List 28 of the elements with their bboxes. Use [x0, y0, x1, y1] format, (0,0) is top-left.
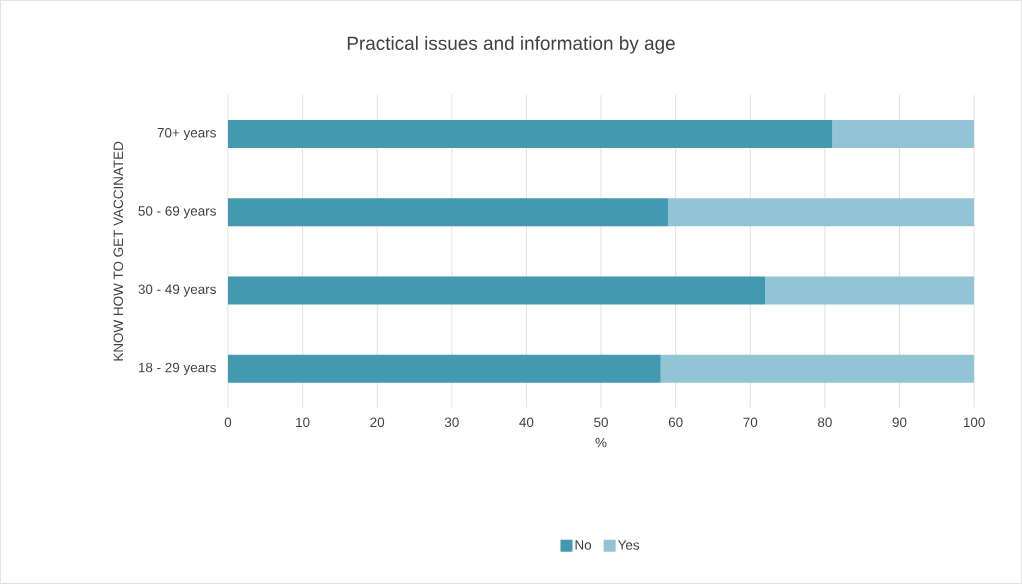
- y-tick-label: 18 - 29 years: [138, 362, 216, 375]
- y-tick-label: 70+ years: [157, 127, 216, 141]
- x-tick-label: 20: [370, 417, 385, 428]
- x-tick-label: 10: [296, 417, 310, 428]
- bar: [832, 120, 975, 149]
- y-axis-title: KNOW HOW TO GET VACCINATED: [113, 141, 124, 361]
- y-tick-label: 30 - 49 years: [138, 284, 216, 297]
- bar: [227, 198, 669, 227]
- legend-label: No: [575, 540, 592, 550]
- bar: [227, 354, 661, 383]
- chart-title: Practical issues and information by age: [347, 36, 675, 54]
- x-tick-label: 80: [817, 417, 832, 428]
- y-tick-label: 50 - 69 years: [138, 206, 216, 219]
- x-tick-label: 30: [444, 417, 459, 428]
- x-axis-title: %: [595, 437, 607, 448]
- x-tick-label: 100: [963, 417, 985, 428]
- x-tick-label: 70: [743, 417, 758, 428]
- x-tick-label: 50: [594, 417, 608, 428]
- bar: [668, 198, 975, 227]
- x-tick-label: 0: [224, 417, 232, 428]
- bar: [765, 276, 975, 305]
- x-tick-label: 90: [892, 417, 907, 428]
- x-tick-label: 60: [668, 417, 683, 428]
- x-tick-label: 40: [519, 417, 534, 428]
- bar: [660, 354, 975, 383]
- legend-label: Yes: [617, 540, 640, 550]
- bar: [227, 120, 833, 149]
- bar: [227, 276, 766, 305]
